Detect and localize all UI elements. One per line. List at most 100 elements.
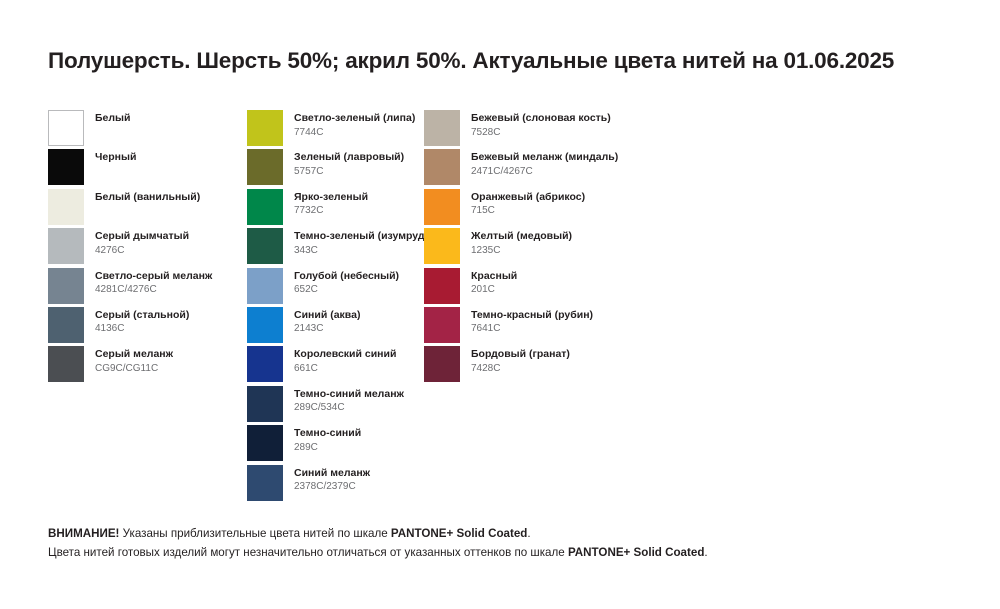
color-swatch — [247, 110, 283, 146]
swatch-labels: Синий (аква) 2143C — [294, 309, 494, 336]
color-swatch — [48, 306, 84, 343]
swatch-labels: Темно-зеленый (изумруд) 343C — [294, 230, 494, 257]
pantone-code: 7732C — [294, 205, 324, 217]
color-name: Темно-красный (рубин) — [471, 308, 594, 321]
color-swatch — [424, 149, 460, 186]
swatch-labels: Белый (ванильный) — [95, 191, 295, 205]
swatch-labels: Белый — [95, 112, 295, 126]
color-swatch — [247, 306, 283, 343]
color-swatch — [424, 228, 460, 265]
swatch-labels: Ярко-зеленый 7732C — [294, 191, 494, 218]
color-name: Светло-зеленый (липа) — [294, 112, 416, 124]
swatch-labels: Светло-серый меланж 4281C/4276C — [95, 270, 295, 297]
color-name: Синий (аква) — [294, 308, 361, 321]
color-swatch — [424, 267, 460, 304]
footer-line-2-end: . — [704, 546, 708, 559]
pantone-code: 7744C — [294, 126, 324, 138]
pantone-code: 4281C/4276C — [95, 284, 157, 296]
footer-note: ВНИМАНИЕ! Указаны приблизительные цвета … — [48, 524, 958, 562]
swatch-labels: Темно-синий меланж 289C/534C — [294, 388, 494, 415]
swatch-labels: Королевский синий 661C — [294, 348, 494, 375]
swatch-labels: Синий меланж 2378C/2379C — [294, 467, 494, 494]
swatch-labels: Желтый (медовый) 1235C — [471, 230, 671, 257]
color-name: Оранжевый (абрикос) — [471, 190, 586, 203]
pantone-code: 7428C — [471, 362, 501, 374]
color-name: Белый — [95, 112, 131, 124]
color-swatch — [247, 188, 283, 225]
footer-line-1: ВНИМАНИЕ! Указаны приблизительные цвета … — [48, 524, 958, 543]
color-name: Серый дымчатый — [95, 230, 190, 243]
pantone-code: 4276C — [95, 244, 125, 256]
color-name: Синий меланж — [294, 466, 371, 479]
color-swatch — [48, 149, 84, 186]
color-swatch — [247, 385, 283, 422]
color-name: Бежевый (слоновая кость) — [471, 112, 611, 124]
color-swatch — [247, 425, 283, 462]
color-name: Светло-серый меланж — [95, 269, 213, 282]
color-name: Голубой (небесный) — [294, 269, 400, 282]
color-name: Королевский синий — [294, 348, 397, 361]
pantone-code: 289C — [294, 441, 318, 453]
color-name: Желтый (медовый) — [471, 230, 573, 243]
swatch-labels: Бежевый (слоновая кость) 7528C — [471, 112, 671, 139]
page-title: Полушерсть. Шерсть 50%; акрил 50%. Актуа… — [48, 48, 895, 73]
color-swatch — [424, 346, 460, 383]
color-name: Белый (ванильный) — [95, 190, 201, 203]
swatch-labels: Серый (стальной) 4136C — [95, 309, 295, 336]
color-swatch — [48, 110, 84, 146]
color-swatch — [247, 267, 283, 304]
color-swatch — [424, 306, 460, 343]
color-swatch — [247, 228, 283, 265]
swatch-labels: Бордовый (гранат) 7428C — [471, 348, 671, 375]
color-name: Зеленый (лавровый) — [294, 151, 405, 164]
pantone-code: 289C/534C — [294, 402, 345, 414]
footer-attention-label: ВНИМАНИЕ! — [48, 527, 120, 540]
color-swatch — [48, 346, 84, 383]
footer-line-2: Цвета нитей готовых изделий могут незнач… — [48, 543, 958, 562]
pantone-code: 2143C — [294, 323, 324, 335]
swatch-labels: Серый меланж CG9C/CG11C — [95, 348, 295, 375]
pantone-code: CG9C/CG11C — [95, 362, 159, 374]
swatch-labels: Красный 201C — [471, 270, 671, 297]
footer-pantone-scale-2: PANTONE+ Solid Coated — [567, 546, 705, 559]
color-name: Бежевый меланж (миндаль) — [471, 151, 619, 164]
color-name: Темно-зеленый (изумруд) — [294, 230, 428, 243]
color-swatch — [424, 110, 460, 146]
pantone-code: 652C — [294, 284, 318, 296]
color-name: Серый (стальной) — [95, 308, 190, 321]
color-swatch — [247, 149, 283, 186]
color-swatch — [48, 228, 84, 265]
footer-line-1-text: Указаны приблизительные цвета нитей по ш… — [119, 527, 391, 540]
swatch-labels: Светло-зеленый (липа) 7744C — [294, 112, 494, 139]
pantone-code: 5757C — [294, 165, 324, 177]
pantone-code: 343C — [294, 244, 318, 256]
swatch-labels: Зеленый (лавровый) 5757C — [294, 151, 494, 178]
swatch-labels: Бежевый меланж (миндаль) 2471C/4267C — [471, 151, 671, 178]
pantone-code: 7528C — [471, 126, 501, 138]
color-swatch — [247, 464, 283, 501]
color-name: Серый меланж — [95, 348, 174, 361]
swatch-labels: Серый дымчатый 4276C — [95, 230, 295, 257]
color-name: Черный — [95, 151, 137, 164]
pantone-code: 661C — [294, 362, 318, 374]
pantone-code: 2378C/2379C — [294, 481, 356, 493]
footer-line-2-text: Цвета нитей готовых изделий могут незнач… — [48, 546, 568, 559]
pantone-code: 201C — [471, 284, 495, 296]
pantone-code: 1235C — [471, 244, 501, 256]
pantone-code: 2471C/4267C — [471, 165, 533, 177]
color-swatch — [48, 188, 84, 225]
color-name: Темно-синий — [294, 427, 362, 440]
color-swatch — [48, 267, 84, 304]
footer-line-1-end: . — [527, 527, 531, 540]
color-name: Красный — [471, 269, 518, 282]
footer-pantone-scale-1: PANTONE+ Solid Coated — [390, 527, 528, 540]
swatch-labels: Оранжевый (абрикос) 715C — [471, 191, 671, 218]
color-name: Ярко-зеленый — [294, 190, 369, 203]
color-name: Бордовый (гранат) — [471, 348, 570, 361]
pantone-code: 4136C — [95, 323, 125, 335]
pantone-code: 715C — [471, 205, 495, 217]
swatch-labels: Темно-синий 289C — [294, 427, 494, 454]
pantone-code: 7641C — [471, 323, 501, 335]
swatch-labels: Темно-красный (рубин) 7641C — [471, 309, 671, 336]
